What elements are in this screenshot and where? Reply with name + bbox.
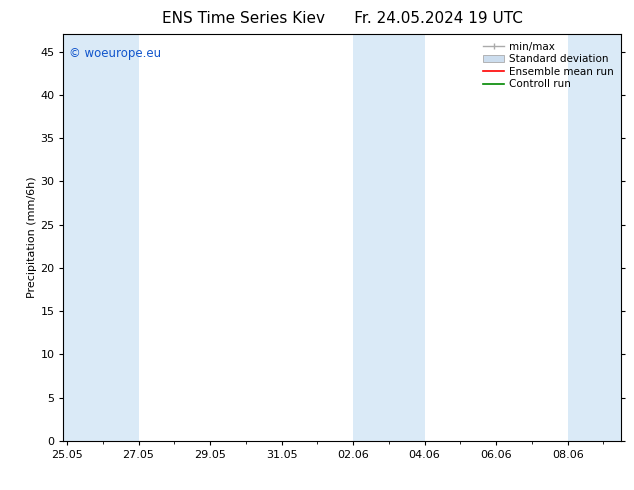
Title: ENS Time Series Kiev      Fr. 24.05.2024 19 UTC: ENS Time Series Kiev Fr. 24.05.2024 19 U… (162, 11, 523, 26)
Bar (63, 34, 138, 441)
Bar (353, 34, 425, 441)
Legend: min/max, Standard deviation, Ensemble mean run, Controll run: min/max, Standard deviation, Ensemble me… (481, 40, 616, 92)
Text: © woeurope.eu: © woeurope.eu (69, 47, 161, 59)
Bar (567, 34, 621, 441)
Y-axis label: Precipitation (mm/6h): Precipitation (mm/6h) (27, 177, 37, 298)
